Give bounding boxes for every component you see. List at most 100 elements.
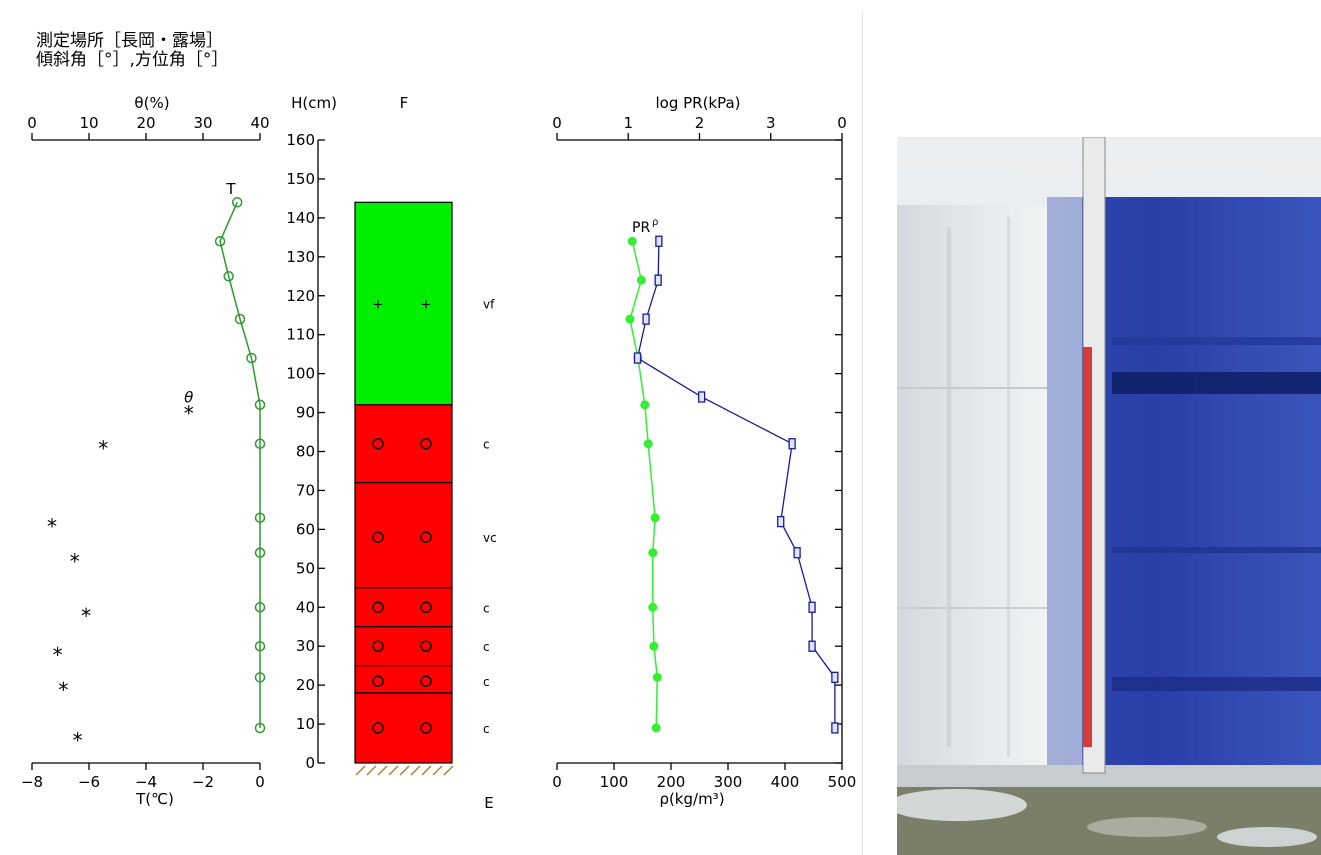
temperature-point — [234, 313, 246, 325]
density-point — [652, 672, 662, 682]
height-tick-label: 160 — [286, 131, 315, 149]
grain-shape-symbol — [420, 675, 432, 687]
temperature-point — [254, 640, 266, 652]
hardness-point — [655, 235, 663, 247]
hardness-point — [831, 671, 839, 683]
height-tick-label: 70 — [296, 481, 315, 499]
ground-hatch — [366, 765, 377, 776]
snow-layer — [354, 587, 453, 628]
grain-shape-symbol — [420, 640, 432, 652]
grain-shape-symbol: + — [421, 298, 432, 313]
density-tick-label: 400 — [771, 773, 800, 791]
hardness-axis-label: log PR(kPa) — [655, 94, 740, 112]
grain-shape-symbol — [372, 531, 384, 543]
grain-shape-symbol — [420, 531, 432, 543]
water-content-point: * — [98, 437, 108, 461]
temperature-tick-label: −8 — [21, 773, 43, 791]
site-title: 測定場所［長岡・露場］ — [36, 31, 223, 51]
density-point — [648, 548, 658, 558]
height-tick-label: 150 — [286, 170, 315, 188]
hardness-point — [697, 391, 706, 403]
height-tick-label: 140 — [286, 209, 315, 227]
density-point — [636, 275, 646, 285]
density-axis-label: ρ(kg/m³) — [659, 790, 724, 808]
grain-shape-symbol — [372, 722, 384, 734]
temperature-point — [254, 547, 266, 558]
height-tick-label: 10 — [296, 715, 315, 733]
temperature-point — [231, 197, 243, 208]
height-tick-label: 30 — [296, 637, 315, 655]
height-tick-label: 60 — [296, 520, 315, 538]
ground-hatch — [421, 765, 432, 776]
hardness-point — [654, 274, 662, 286]
height-tick-label: 50 — [296, 559, 315, 577]
water-content-point: * — [73, 729, 83, 753]
hardness-point — [793, 547, 801, 559]
height-axis-label: H(cm) — [291, 94, 337, 112]
hardness-tick-label: 0 — [552, 114, 562, 132]
snow-layer — [354, 404, 453, 484]
ground-hatch — [410, 765, 421, 776]
temperature-line — [219, 201, 261, 728]
temperature-point — [246, 352, 257, 364]
water-content-series-label: θ — [184, 389, 193, 407]
temperature-point — [254, 438, 266, 449]
ground-hatch — [399, 765, 410, 776]
grain-size-label: vf — [483, 298, 495, 312]
slope-angle-title: 傾斜角［°］,方位角［°］ — [36, 50, 229, 70]
grain-shape-symbol — [372, 675, 384, 687]
temperature-tick-label: 0 — [255, 773, 265, 791]
density-tick-label: 500 — [828, 773, 857, 791]
ground-hatch — [377, 765, 388, 776]
density-point — [627, 236, 637, 246]
height-tick-label: 20 — [296, 676, 315, 694]
panel-divider — [862, 12, 863, 855]
temperature-point — [254, 722, 266, 734]
density-point — [643, 439, 653, 449]
snow-layer — [354, 665, 453, 694]
temperature-tick-label: −2 — [192, 773, 214, 791]
temperature-axis-label: T(℃) — [135, 790, 174, 808]
grain-shape-symbol — [372, 640, 384, 652]
water-content-point: * — [53, 643, 63, 667]
height-tick-label: 80 — [296, 443, 315, 461]
density-point — [651, 723, 661, 733]
density-point — [640, 400, 650, 410]
hardness-series-label: PR — [632, 220, 650, 236]
water-content-point: * — [58, 678, 68, 702]
snow-layer — [354, 692, 453, 764]
hardness-point — [788, 438, 796, 450]
water-content-point: * — [184, 402, 194, 426]
theta-tick-label: 40 — [250, 114, 269, 132]
ground-hatch — [443, 765, 454, 776]
grain-size-label: c — [483, 438, 490, 452]
height-tick-label: 0 — [305, 754, 315, 772]
height-tick-label: 120 — [286, 287, 315, 305]
grain-shape-symbol: + — [373, 298, 384, 313]
hardness-point — [777, 515, 785, 528]
water-content-point: * — [81, 604, 91, 628]
density-tick-label: 0 — [552, 773, 562, 791]
grain-size-label: c — [483, 640, 490, 654]
height-tick-label: 90 — [296, 404, 315, 422]
theta-tick-label: 30 — [193, 114, 212, 132]
grain-size-label: c — [483, 722, 490, 736]
density-point — [648, 602, 658, 612]
density-series-label: ρ — [652, 217, 658, 228]
hardness-tick-label: 1 — [623, 114, 633, 132]
grain-shape-symbol — [420, 438, 432, 450]
density-point — [625, 314, 635, 324]
hardness-tick-label: 3 — [766, 114, 776, 132]
theta-tick-label: 10 — [79, 114, 98, 132]
ground-hatch — [432, 765, 443, 776]
density-tick-label: 300 — [714, 773, 743, 791]
temperature-point — [223, 271, 234, 282]
grain-shape-symbol — [420, 601, 432, 613]
height-tick-label: 130 — [286, 248, 315, 266]
hardness-tick-label: 0 — [837, 114, 847, 132]
snow-profile-chart: 0 10 20 30 40θ(%)0−2−4−6−8T(℃)01020304050607… — [21, 94, 857, 812]
snow-layer — [354, 201, 453, 406]
temperature-tick-label: −6 — [78, 773, 100, 791]
temperature-tick-label: −4 — [135, 773, 157, 791]
height-tick-label: 40 — [296, 598, 315, 616]
